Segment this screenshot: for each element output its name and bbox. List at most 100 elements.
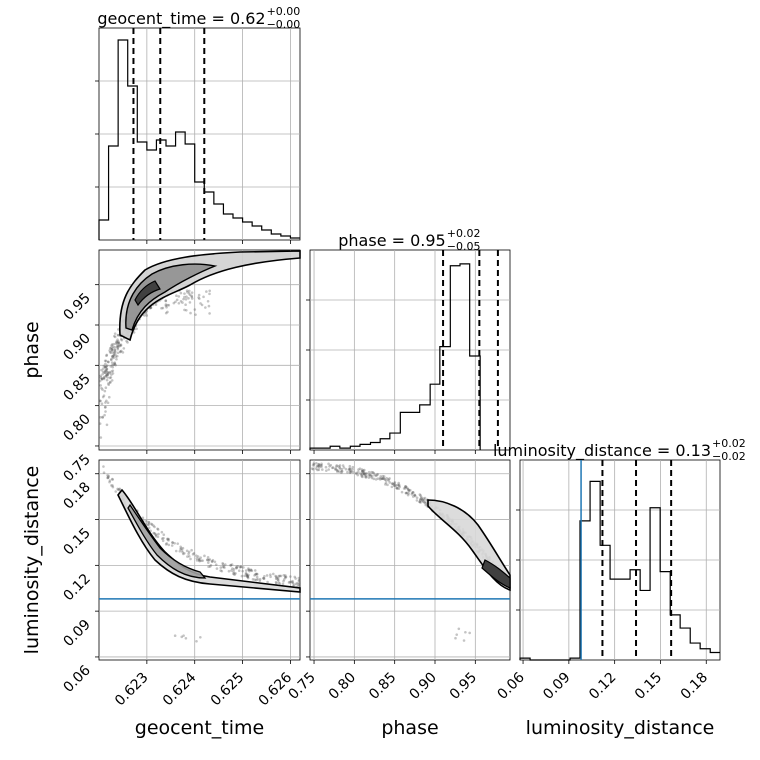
scatter-geocent-phase-point [207,304,211,308]
scatter-phase-distance-point [368,473,372,477]
scatter-geocent-phase-point [100,386,103,390]
scatter-phase-distance-point [351,470,355,474]
scatter-geocent-distance-point [107,474,110,478]
scatter-geocent-distance-point [107,475,110,479]
scatter-phase-distance-point [408,488,412,492]
panel-title-plus: +0.00 [267,5,301,18]
scatter-geocent-phase-point [102,376,106,380]
scatter-phase-distance-point [369,475,372,478]
scatter-geocent-phase-point [113,351,116,354]
scatter-geocent-distance-point [194,554,198,557]
scatter-geocent-distance-point [231,567,234,570]
scatter-geocent-phase-point [116,347,120,351]
scatter-geocent-distance-point [227,569,231,573]
scatter-phase-distance-point [418,500,422,504]
scatter-geocent-phase-point [193,308,197,311]
scatter-phase-distance-point [340,470,344,473]
scatter-phase-distance-point [320,463,323,467]
scatter-geocent-distance-point [195,639,198,643]
scatter-geocent-phase-point [175,294,178,298]
scatter-phase-distance-point [393,484,397,488]
scatter-phase-distance-point [335,468,339,472]
scatter-phase-distance-point [327,462,330,466]
x-axis-label-luminosity_distance: luminosity_distance [526,717,715,739]
scatter-phase-distance-point [397,487,401,491]
scatter-phase-distance-point [347,468,351,472]
scatter-geocent-distance-point [160,537,164,541]
scatter-geocent-distance-point [277,581,281,584]
scatter-phase-distance-point [395,487,399,490]
scatter-phase-distance-point [381,477,384,481]
scatter-geocent-phase-point [111,345,115,349]
scatter-phase-distance-point [410,492,414,496]
scatter-geocent-distance-point [220,569,224,573]
y-tick-label-luminosity_distance: 0.06 [60,662,93,695]
scatter-geocent-phase-point [167,303,171,307]
scatter-geocent-phase-point [115,357,118,361]
scatter-geocent-distance-point [108,479,112,482]
scatter-geocent-phase-point [198,297,201,300]
scatter-geocent-distance-point [245,574,249,577]
scatter-phase-distance-point [415,499,419,502]
scatter-geocent-phase-point [166,310,169,314]
x-tick-label-phase: 0.95 [447,670,480,703]
scatter-geocent-distance-point [106,476,110,480]
scatter-geocent-phase-point [187,296,190,300]
scatter-geocent-distance-point [147,521,151,524]
scatter-geocent-phase-point [107,395,111,399]
scatter-phase-distance-point [335,465,338,468]
scatter-geocent-phase-point [188,301,192,304]
scatter-geocent-distance-point [249,568,253,572]
scatter-geocent-phase-point [186,290,189,294]
scatter-phase-distance-point [361,470,365,473]
scatter-geocent-phase-point [104,362,107,366]
scatter-geocent-phase-point [99,415,102,419]
scatter-phase-distance-point [360,473,363,477]
scatter-geocent-distance-point [294,577,297,580]
scatter-phase-distance-point [314,467,318,470]
scatter-geocent-distance-frame [98,459,301,661]
x-tick-label-geocent_time: 0.623 [112,670,152,710]
scatter-phase-distance-point [348,471,352,475]
scatter-phase-distance-point [370,476,374,480]
scatter-geocent-phase-point [110,379,114,382]
scatter-geocent-distance-point [207,565,210,569]
panel-title-geocent_time: geocent_time = 0.62 +0.00−0.00 [97,5,300,31]
x-tick-label-phase: 0.75 [286,670,319,703]
scatter-geocent-phase-point [105,373,108,376]
scatter-geocent-distance-point [206,561,210,564]
scatter-geocent-distance-point [192,552,196,555]
scatter-geocent-distance-point [255,572,259,576]
scatter-geocent-phase-point [99,376,103,379]
scatter-geocent-phase-point [164,303,168,306]
scatter-phase-distance-point [329,463,333,467]
scatter-geocent-distance-point [274,574,277,578]
scatter-phase-distance-point [331,466,335,469]
scatter-geocent-phase-point [115,345,119,349]
scatter-phase-distance-point [316,464,320,468]
scatter-phase-distance-point [337,465,340,468]
scatter-geocent-distance-point [210,560,214,563]
scatter-phase-distance-point [392,484,396,488]
y-tick-label-phase: 0.75 [60,451,93,484]
scatter-geocent-phase-point [105,373,109,377]
scatter-geocent-distance-point [277,579,280,582]
scatter-geocent-distance-point [249,568,253,572]
scatter-geocent-phase-point [113,362,117,366]
scatter-phase-distance-point [344,467,348,471]
scatter-geocent-distance-point [224,563,227,566]
scatter-geocent-distance-point [235,565,238,569]
scatter-geocent-phase-point [113,349,117,352]
scatter-geocent-distance-point [281,582,285,586]
scatter-geocent-phase-point [108,349,111,352]
scatter-geocent-distance-point [219,569,222,572]
x-axis-label-geocent_time: geocent_time [135,717,264,739]
scatter-geocent-distance-point [181,546,185,550]
scatter-geocent-distance-point [199,559,203,562]
scatter-geocent-distance-point [147,523,151,526]
scatter-geocent-distance-point [191,552,195,556]
scatter-phase-distance-point [364,472,367,476]
scatter-phase-distance-point [398,485,401,489]
scatter-geocent-distance-point [164,543,168,546]
scatter-geocent-phase-point [100,368,103,372]
